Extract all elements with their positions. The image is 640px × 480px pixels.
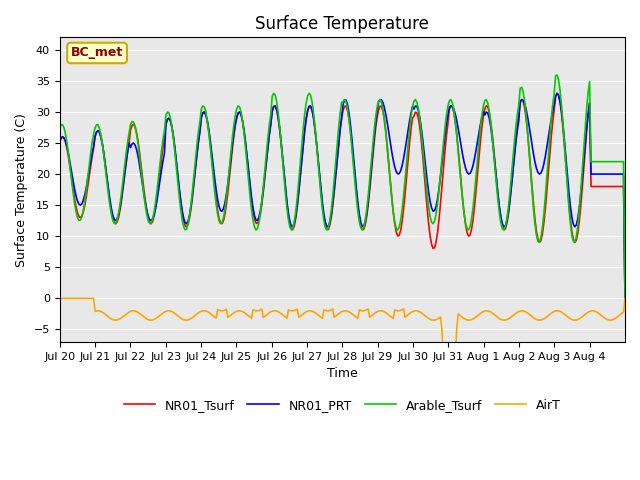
NR01_PRT: [347, 122, 355, 128]
NR01_PRT: [543, 145, 550, 151]
AirT: [347, 310, 355, 315]
NR01_PRT: [75, 201, 83, 207]
NR01_PRT: [459, 152, 467, 157]
Arable_Tsurf: [93, 122, 100, 128]
NR01_Tsurf: [56, 139, 63, 145]
NR01_Tsurf: [459, 196, 467, 202]
AirT: [460, 316, 468, 322]
NR01_Tsurf: [553, 90, 561, 96]
Legend: NR01_Tsurf, NR01_PRT, Arable_Tsurf, AirT: NR01_Tsurf, NR01_PRT, Arable_Tsurf, AirT: [119, 394, 566, 417]
X-axis label: Time: Time: [327, 367, 358, 380]
Arable_Tsurf: [621, 296, 629, 301]
NR01_Tsurf: [621, 296, 629, 301]
AirT: [621, 296, 629, 301]
Title: Surface Temperature: Surface Temperature: [255, 15, 429, 33]
Arable_Tsurf: [618, 159, 626, 165]
Arable_Tsurf: [347, 130, 355, 135]
NR01_PRT: [621, 296, 629, 301]
AirT: [93, 308, 100, 314]
AirT: [545, 313, 552, 319]
Arable_Tsurf: [543, 175, 550, 180]
NR01_PRT: [56, 139, 63, 144]
Arable_Tsurf: [553, 72, 561, 78]
AirT: [56, 296, 63, 301]
Line: NR01_Tsurf: NR01_Tsurf: [60, 93, 625, 299]
NR01_Tsurf: [543, 189, 550, 195]
AirT: [75, 296, 83, 301]
NR01_Tsurf: [75, 214, 83, 219]
NR01_Tsurf: [618, 184, 626, 190]
Arable_Tsurf: [56, 125, 63, 131]
NR01_PRT: [618, 171, 626, 177]
Arable_Tsurf: [459, 198, 467, 204]
NR01_PRT: [93, 129, 100, 135]
NR01_Tsurf: [347, 127, 355, 133]
Line: NR01_PRT: NR01_PRT: [60, 93, 625, 299]
NR01_PRT: [553, 90, 561, 96]
Arable_Tsurf: [75, 217, 83, 223]
Line: AirT: AirT: [60, 299, 625, 480]
Line: Arable_Tsurf: Arable_Tsurf: [60, 75, 625, 299]
AirT: [618, 310, 626, 316]
Y-axis label: Surface Temperature (C): Surface Temperature (C): [15, 113, 28, 266]
NR01_Tsurf: [93, 129, 100, 135]
Text: BC_met: BC_met: [71, 47, 124, 60]
